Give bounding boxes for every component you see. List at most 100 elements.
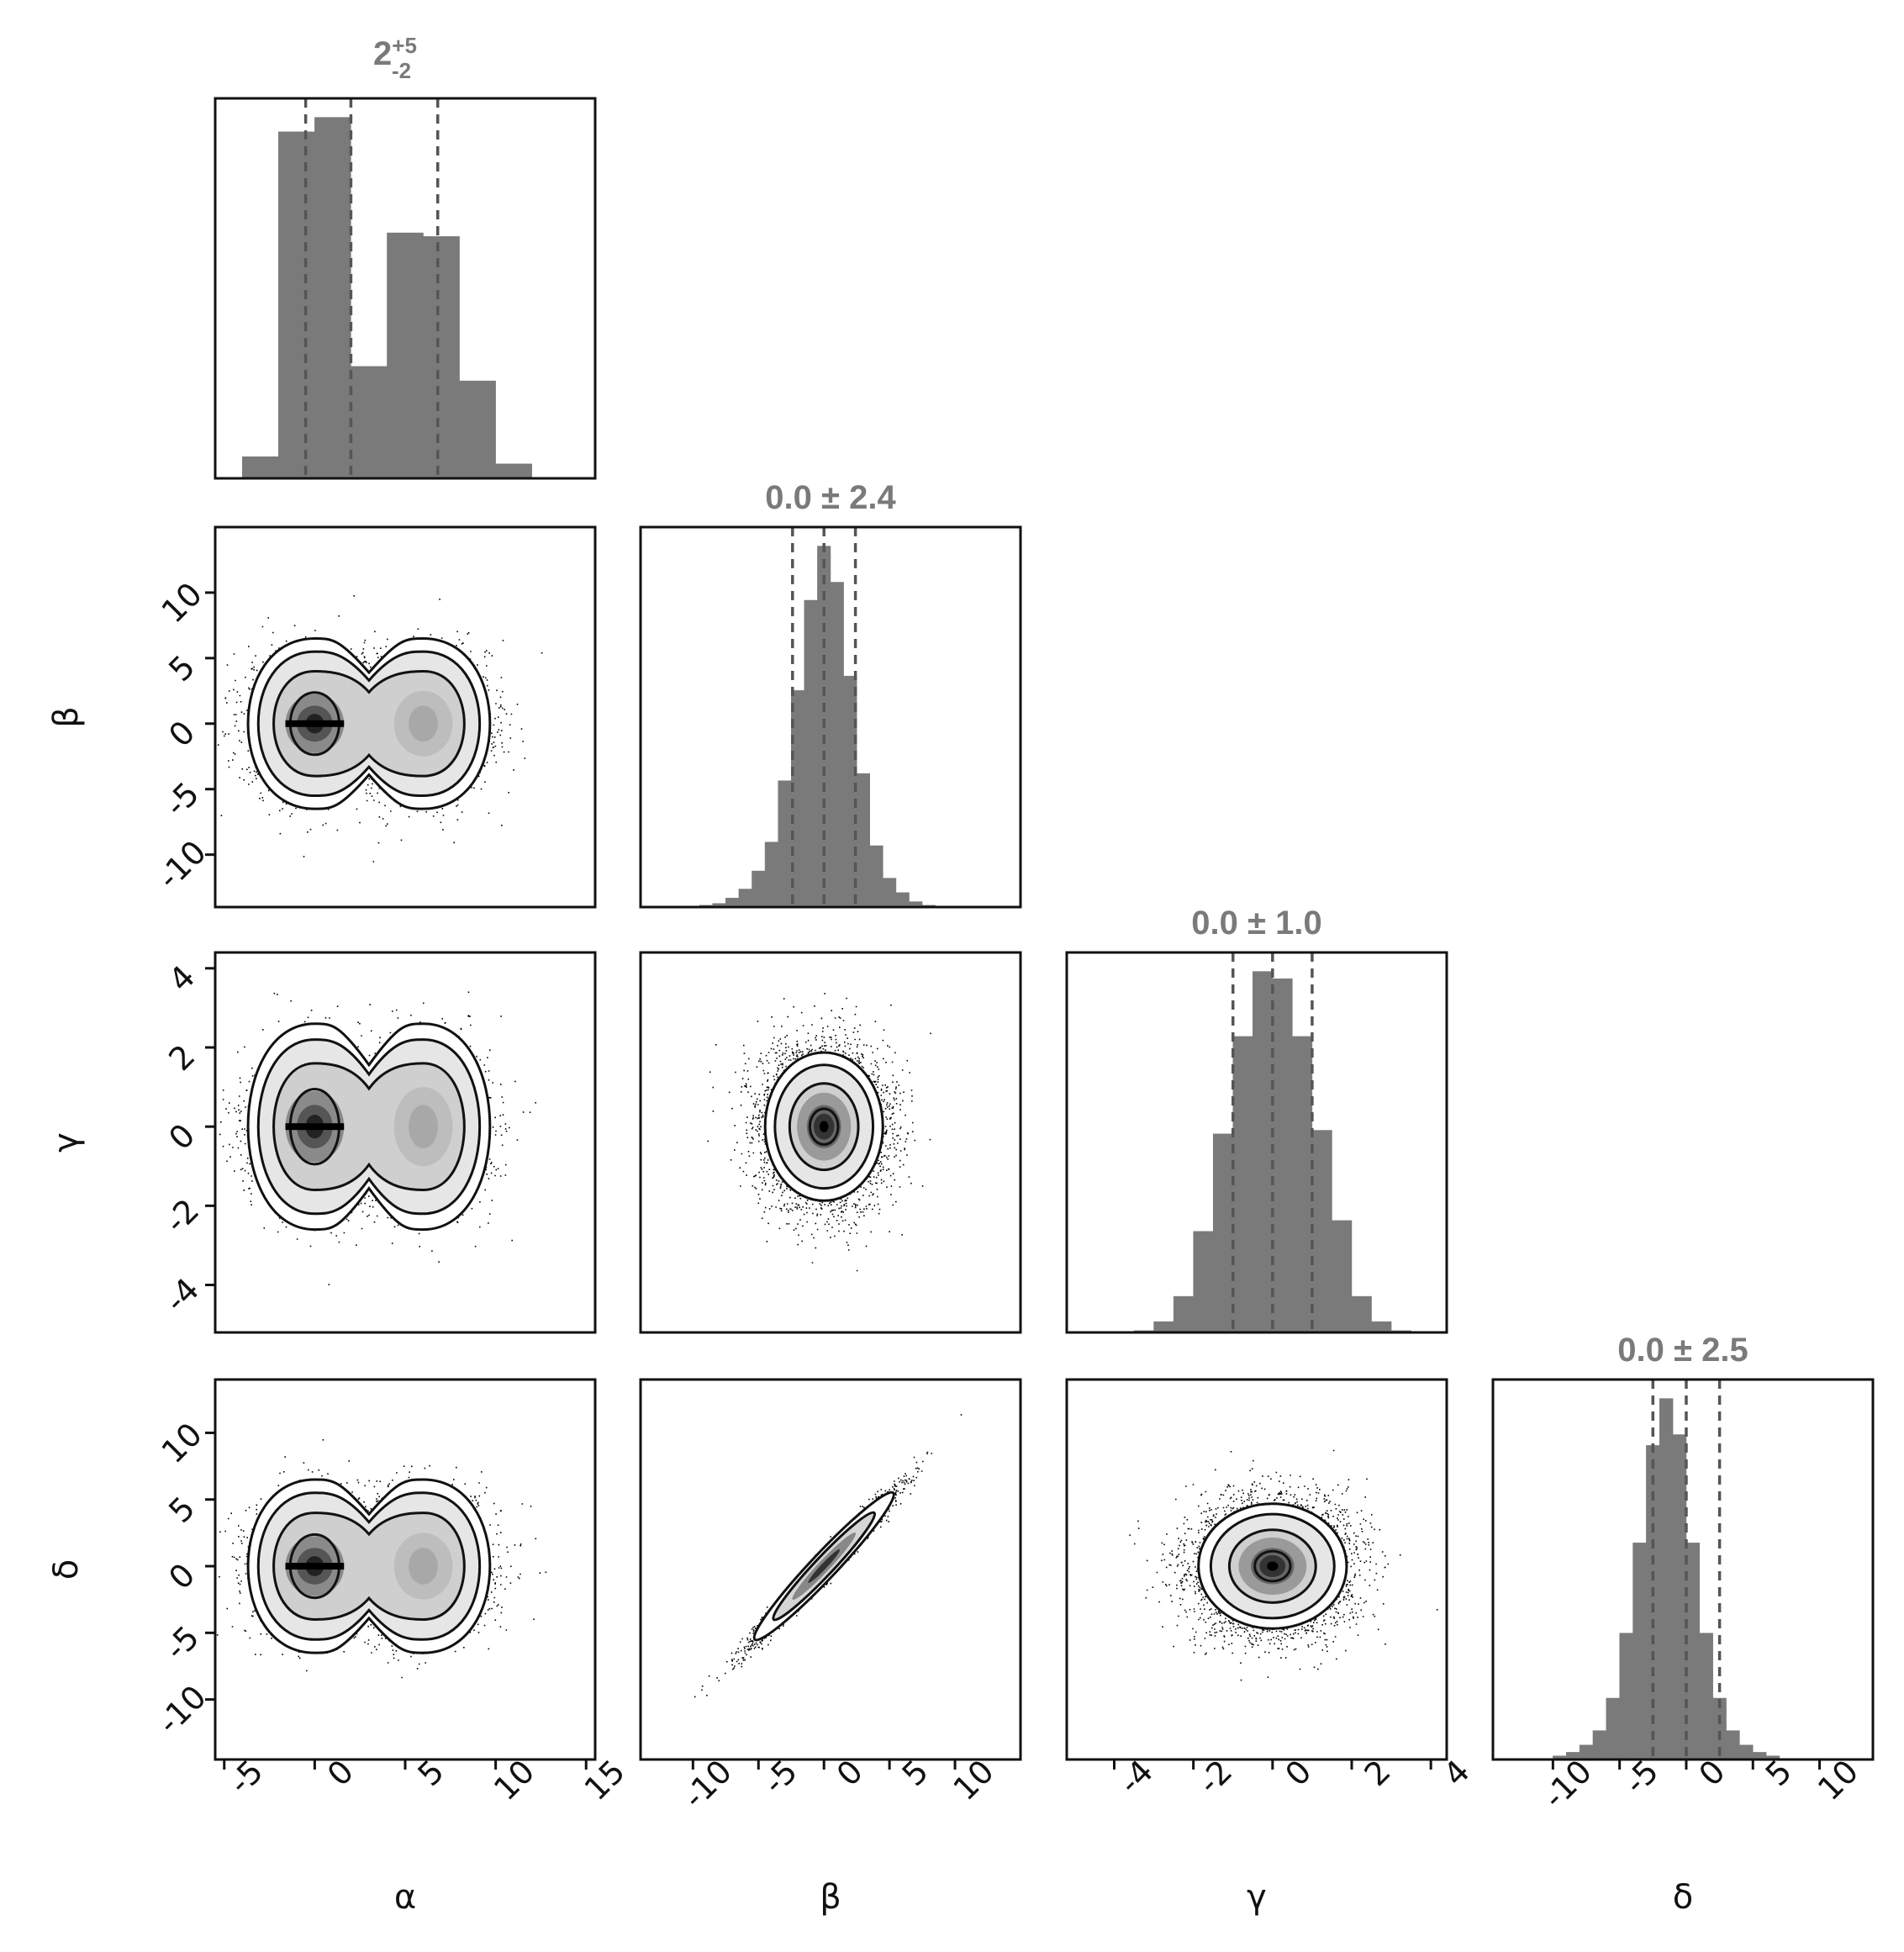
hist-bar [856, 773, 871, 908]
y-axis-label: γ [47, 1132, 86, 1153]
hist-title: 0.0 ± 1.0 [1191, 905, 1321, 942]
hist-bar [1632, 1543, 1647, 1760]
x-axis-label: γ [1247, 1878, 1267, 1917]
y-tick-label: -5 [157, 1618, 206, 1667]
density-cell [409, 1105, 438, 1149]
hist-panel-0: 2+5 -2 [214, 33, 597, 480]
hist-title: 0.0 ± 2.4 [765, 479, 896, 516]
density-contour [256, 1038, 482, 1216]
hist-bar [1579, 1744, 1594, 1760]
hist-bar [1685, 1543, 1701, 1760]
hist-bar [1371, 1321, 1392, 1333]
density-cell [409, 1548, 438, 1585]
scatter-panel-0-1 [215, 595, 543, 863]
hist-bar [1332, 1220, 1353, 1333]
x-axis-label: δ [1673, 1878, 1693, 1917]
y-tick-label: -10 [150, 833, 214, 896]
density-contour [272, 1511, 466, 1621]
scatter-panel-1-3 [694, 1414, 963, 1698]
hist-bar [351, 366, 388, 479]
scatter-panel-2-3 [1129, 1449, 1438, 1681]
density-contour [246, 1478, 492, 1654]
hist-bar [738, 889, 752, 908]
hist-bar [830, 582, 844, 908]
hist-bar [883, 878, 897, 908]
y-tick-label: -10 [150, 1678, 214, 1741]
hist-bar [1292, 1036, 1313, 1333]
hist-panel-3: 0.0 ± 2.5 [1491, 1332, 1875, 1761]
hist-title: 2+5 -2 [373, 33, 417, 83]
y-tick-label: -4 [157, 1271, 206, 1320]
hist-panel-1: 0.0 ± 2.4 [639, 479, 1022, 909]
y-tick-label: 5 [161, 1490, 202, 1530]
y-tick-label: 2 [161, 1037, 202, 1078]
hist-bar [459, 380, 496, 479]
hist-bar [725, 898, 740, 908]
hist-bar [278, 131, 315, 479]
y-tick-label: 10 [155, 1416, 209, 1470]
density-contour [272, 669, 466, 778]
hist-bar [1619, 1633, 1633, 1760]
y-tick-label: 4 [161, 958, 202, 999]
panel-frame [639, 951, 1022, 1334]
hist-bar [895, 892, 910, 908]
panel-frame [1065, 1378, 1448, 1761]
density-core [285, 1123, 345, 1131]
hist-bar [1726, 1730, 1740, 1760]
hist-bar [1311, 1130, 1332, 1333]
hist-bar [778, 780, 792, 908]
density-contour [256, 1491, 481, 1641]
y-tick-label: 10 [155, 575, 209, 630]
hist-bar [1153, 1321, 1174, 1333]
hist-bar [1212, 1133, 1234, 1333]
scatter-panel-0-3 [216, 1439, 547, 1679]
density-cell [1267, 1561, 1279, 1571]
hist-bar [1232, 1036, 1253, 1333]
panel-frame [214, 525, 597, 909]
density-contour [256, 650, 481, 798]
hist-bar [1351, 1295, 1372, 1333]
density-contour [808, 1549, 841, 1584]
density-cell [819, 1121, 829, 1132]
hist-title: 0.0 ± 2.5 [1617, 1332, 1748, 1369]
density-contour [246, 1022, 492, 1232]
density-cell [409, 705, 438, 742]
hist-bar [764, 841, 778, 908]
hist-bar [752, 870, 766, 908]
density-core [285, 1563, 345, 1570]
density-contour [808, 1107, 840, 1146]
x-tick-label: -10 [1536, 1753, 1599, 1816]
hist-bar [1672, 1434, 1687, 1760]
x-tick-label: -10 [676, 1753, 739, 1816]
scatter-panel-0-2 [219, 991, 536, 1285]
density-contour [246, 636, 492, 810]
hist-bar [1699, 1633, 1713, 1760]
panel-frame [639, 1378, 1022, 1761]
x-axis-label: β [820, 1878, 841, 1917]
hist-bar [869, 845, 883, 908]
hist-panel-2: 0.0 ± 1.0 [1065, 905, 1448, 1334]
y-tick-label: 0 [161, 1556, 202, 1596]
hist-bar [314, 117, 351, 479]
panel-frame [1065, 951, 1448, 1334]
y-tick-label: 0 [161, 1116, 202, 1157]
hist-bar [1606, 1697, 1620, 1760]
y-axis-label: β [47, 706, 86, 728]
hist-bar [1253, 971, 1274, 1333]
panel-frame [1491, 1378, 1875, 1761]
hist-bar [1592, 1730, 1607, 1760]
hist-bar [1272, 978, 1293, 1333]
hist-bar [423, 236, 460, 479]
y-tick-label: -5 [157, 775, 206, 824]
hist-bar [1173, 1295, 1194, 1333]
y-tick-label: 5 [161, 648, 202, 688]
hist-bar [495, 463, 532, 479]
hist-bar [242, 456, 279, 479]
y-axis-label: δ [47, 1559, 86, 1580]
panel-frame [214, 97, 597, 480]
scatter-panel-1-2 [707, 993, 931, 1272]
y-tick-label: 0 [161, 714, 202, 754]
density-contour [272, 1062, 466, 1192]
y-tick-label: -2 [157, 1191, 206, 1240]
